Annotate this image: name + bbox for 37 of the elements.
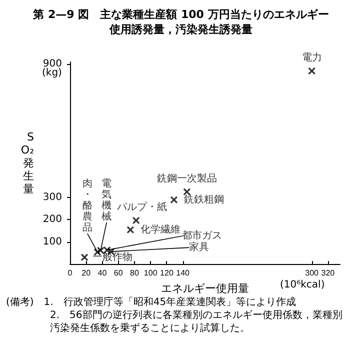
y-tick-label: 200 bbox=[42, 214, 62, 226]
annotation: 都市ガス bbox=[182, 230, 222, 242]
text: (備考) 1. 行政管理庁等「昭和45年産業連関表」等により作成 bbox=[6, 296, 296, 308]
point bbox=[132, 216, 140, 224]
x-tick-label: 140 bbox=[176, 268, 190, 278]
x-tick-label: 60 bbox=[114, 268, 124, 278]
y-axis-title: SO₂発生量 bbox=[20, 130, 34, 196]
x-axis-title: エネルギー使用量 bbox=[161, 282, 249, 295]
chart-subtitle: 使用誘発量，汚染発生誘発量 bbox=[108, 23, 252, 36]
x-tick-label: 100 bbox=[144, 268, 158, 278]
annotation: 銑鋼一次製品 bbox=[156, 172, 217, 184]
annotation: 電気機械 bbox=[102, 178, 112, 222]
point bbox=[308, 67, 316, 75]
chart-title: 第 2—9 図 主な業種生産額 100 万円当たりのエネルギー bbox=[32, 8, 329, 21]
x-tick-label: 0 bbox=[68, 268, 73, 278]
text: (10⁶kcal) bbox=[280, 280, 325, 290]
annotation: 化学繊維 bbox=[140, 223, 180, 236]
x-tick-label: 20 bbox=[82, 268, 92, 278]
x-tick-label: 40 bbox=[98, 268, 108, 278]
annotation: 肉・酪農品 bbox=[82, 178, 92, 234]
annotation: 電力 bbox=[302, 51, 322, 64]
x-tick-label: 120 bbox=[160, 268, 174, 278]
annotation: 家具 bbox=[189, 241, 210, 254]
point bbox=[126, 226, 134, 234]
annotation: 銑鉄粗鋼 bbox=[184, 193, 224, 206]
text: (kg) bbox=[42, 68, 62, 78]
y-tick-label: 300 bbox=[42, 192, 62, 203]
x-tick-label: 300 bbox=[305, 268, 320, 278]
y-tick-label: 100 bbox=[42, 236, 62, 248]
x-tick-label: 320 bbox=[321, 268, 336, 278]
text: 2. 56部門の逆行列表に各業種別のエネルギー使用係数，業種別汚染発生係数を乗ずることにより試算した。 bbox=[50, 309, 342, 334]
annotation: パルプ・紙 bbox=[116, 200, 168, 213]
annotation: 一般作物 bbox=[92, 252, 133, 263]
point bbox=[80, 254, 88, 262]
point bbox=[170, 196, 178, 204]
point bbox=[94, 248, 102, 256]
x-tick-label: 80 bbox=[130, 268, 140, 278]
